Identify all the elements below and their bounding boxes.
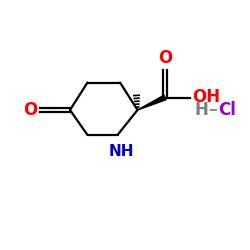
- Text: Cl: Cl: [218, 101, 236, 119]
- Text: O: O: [23, 101, 37, 119]
- Text: OH: OH: [192, 88, 220, 106]
- Text: NH: NH: [108, 144, 134, 159]
- Text: H: H: [194, 101, 208, 119]
- Text: O: O: [158, 49, 172, 67]
- Polygon shape: [138, 95, 166, 110]
